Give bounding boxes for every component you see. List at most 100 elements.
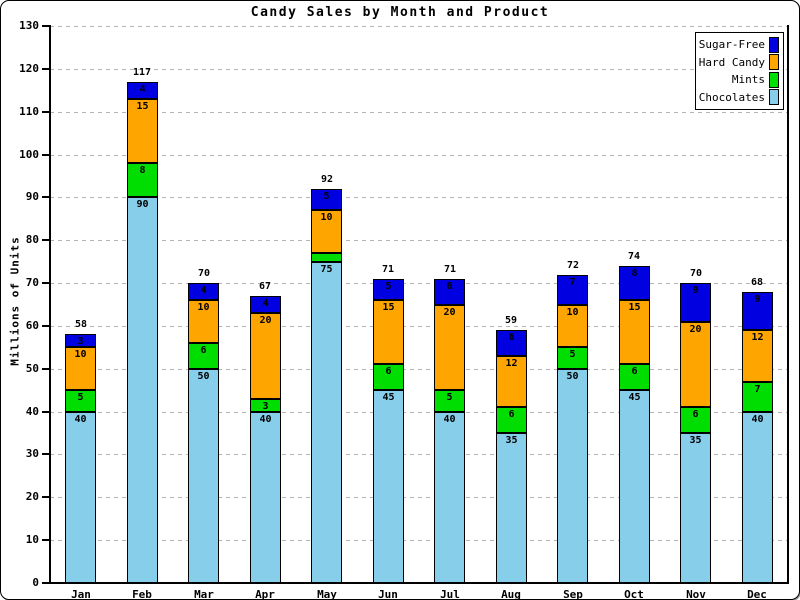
gridline (50, 197, 788, 198)
y-axis-tick (42, 325, 50, 327)
segment-value-label: 6 (631, 366, 638, 377)
bar-segment-mints: 5 (65, 390, 96, 412)
y-axis-tick (42, 111, 50, 113)
y-tick-label: 70 (25, 276, 39, 289)
bar-segment-mints: 3 (250, 399, 281, 412)
segment-value-label: 15 (136, 101, 149, 112)
y-tick-label: 60 (25, 319, 39, 332)
segment-value-label: 10 (197, 302, 210, 313)
legend: Sugar-Free Hard Candy Mints Chocolates (695, 32, 784, 110)
bar-segment-mints (311, 253, 342, 262)
bar-total-label: 71 (443, 264, 457, 275)
segment-value-label: 5 (569, 349, 576, 360)
segment-value-label: 20 (259, 315, 272, 326)
x-tick-label-sep: Sep (563, 588, 583, 600)
bar-total-label: 72 (566, 260, 580, 271)
legend-item-label: Sugar-Free (698, 38, 765, 52)
legend-item-label: Mints (731, 73, 765, 87)
right-spine (787, 25, 789, 584)
segment-value-label: 4 (139, 84, 146, 95)
bar-segment-sugar-free: 8 (619, 266, 650, 300)
bar-total-label: 74 (627, 251, 641, 262)
gridline (50, 497, 788, 498)
y-axis-tick (42, 582, 50, 584)
legend-item-label: Chocolates (698, 90, 765, 104)
segment-value-label: 40 (74, 414, 87, 425)
bar-segment-mints: 6 (496, 407, 527, 433)
y-axis-tick (42, 411, 50, 413)
bar-segment-chocolates: 45 (619, 390, 650, 583)
y-axis-tick (42, 239, 50, 241)
legend-item-mints: Mints (700, 71, 779, 88)
y-tick-label: 100 (19, 148, 39, 161)
segment-value-label: 10 (320, 212, 333, 223)
segment-value-label: 8 (139, 165, 146, 176)
bar-segment-mints: 6 (188, 343, 219, 369)
segment-value-label: 10 (74, 349, 87, 360)
bar-segment-chocolates: 40 (250, 412, 281, 583)
bar-segment-mints: 5 (557, 347, 588, 369)
y-tick-label: 40 (25, 405, 39, 418)
legend-swatch (769, 36, 779, 53)
segment-value-label: 5 (385, 281, 392, 292)
bar-segment-sugar-free: 6 (496, 330, 527, 356)
bar-total-label: 67 (258, 281, 272, 292)
bar-segment-hard-candy: 10 (65, 347, 96, 390)
bar-segment-chocolates: 40 (434, 412, 465, 583)
y-axis-tick (42, 496, 50, 498)
bar-segment-hard-candy: 12 (496, 356, 527, 407)
segment-value-label: 10 (566, 307, 579, 318)
x-tick-label-may: May (317, 588, 337, 600)
y-tick-label: 50 (25, 362, 39, 375)
gridline (50, 283, 788, 284)
legend-item-label: Hard Candy (698, 55, 765, 69)
bar-segment-sugar-free: 7 (557, 275, 588, 305)
y-axis-tick (42, 282, 50, 284)
segment-value-label: 12 (751, 332, 764, 343)
segment-value-label: 35 (689, 435, 702, 446)
segment-value-label: 6 (508, 332, 515, 343)
bar-segment-mints: 8 (127, 163, 158, 197)
segment-value-label: 40 (259, 414, 272, 425)
y-tick-label: 120 (19, 62, 39, 75)
y-axis-line (49, 25, 51, 584)
segment-value-label: 40 (751, 414, 764, 425)
segment-value-label: 3 (262, 401, 269, 412)
segment-value-label: 20 (689, 324, 702, 335)
segment-value-label: 15 (628, 302, 641, 313)
x-tick-label-mar: Mar (194, 588, 214, 600)
x-tick-label-jan: Jan (71, 588, 91, 600)
bar-segment-hard-candy: 15 (373, 300, 404, 364)
segment-value-label: 15 (382, 302, 395, 313)
bar-segment-chocolates: 35 (680, 433, 711, 583)
bar-segment-chocolates: 40 (65, 412, 96, 583)
segment-value-label: 7 (754, 384, 761, 395)
bar-segment-chocolates: 50 (557, 369, 588, 583)
segment-value-label: 6 (508, 409, 515, 420)
segment-value-label: 3 (77, 336, 84, 347)
segment-value-label: 5 (323, 191, 330, 202)
gridline (50, 112, 788, 113)
bar-segment-mints: 5 (434, 390, 465, 412)
gridline (50, 26, 788, 27)
y-tick-label: 0 (32, 576, 39, 589)
segment-value-label: 90 (136, 199, 149, 210)
bar-segment-sugar-free: 5 (373, 279, 404, 300)
y-axis-tick (42, 196, 50, 198)
y-tick-label: 80 (25, 233, 39, 246)
bar-segment-hard-candy: 15 (127, 99, 158, 163)
bar-segment-chocolates: 35 (496, 433, 527, 583)
segment-value-label: 9 (692, 285, 699, 296)
y-tick-label: 20 (25, 490, 39, 503)
bar-segment-hard-candy: 20 (250, 313, 281, 399)
bar-segment-mints: 7 (742, 382, 773, 412)
segment-value-label: 6 (446, 281, 453, 292)
segment-value-label: 50 (197, 371, 210, 382)
bar-total-label: 68 (750, 277, 764, 288)
x-tick-label-jun: Jun (378, 588, 398, 600)
bar-segment-sugar-free: 5 (311, 189, 342, 210)
y-axis-tick (42, 25, 50, 27)
bar-total-label: 70 (689, 268, 703, 279)
y-tick-label: 130 (19, 19, 39, 32)
